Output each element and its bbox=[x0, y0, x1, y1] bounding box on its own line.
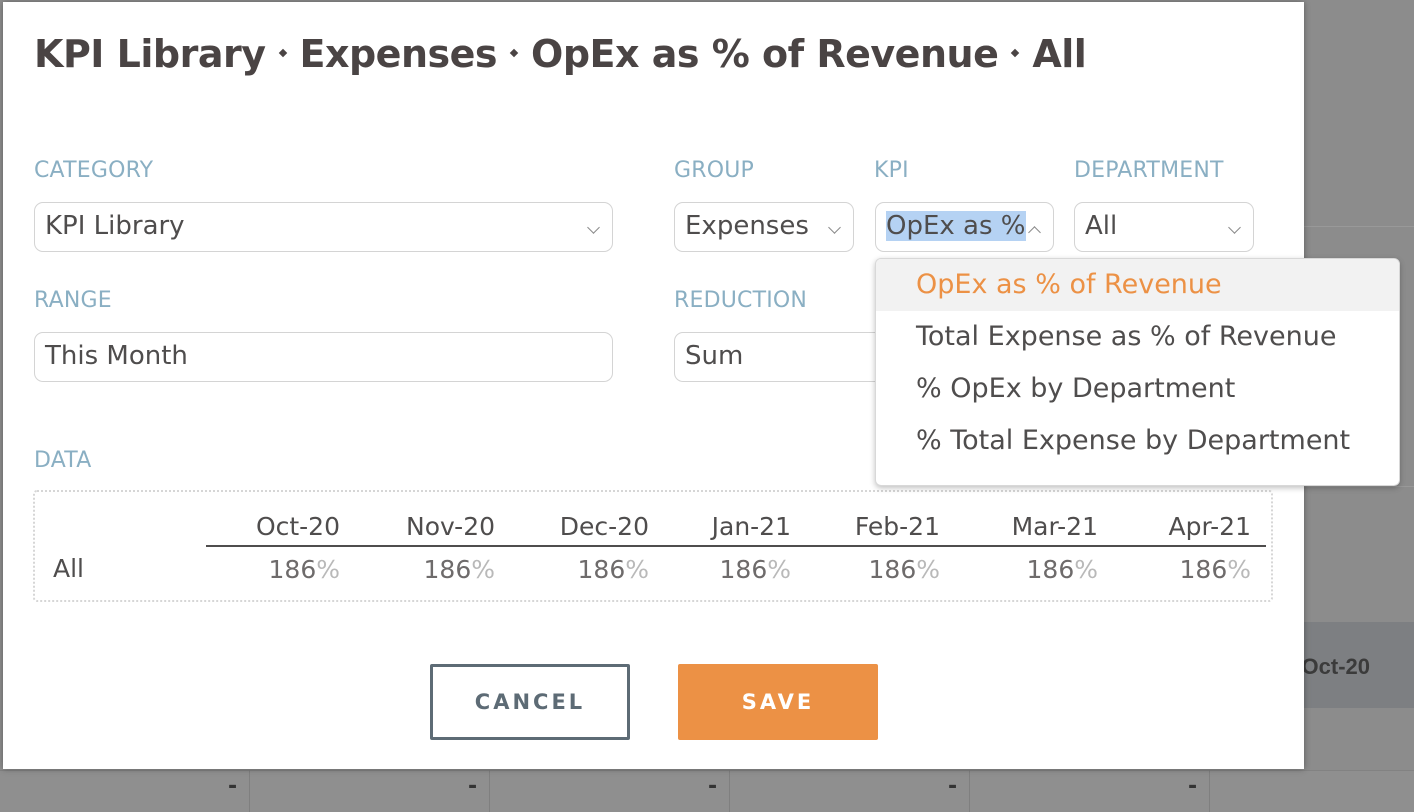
kpi-option-total-expense-revenue[interactable]: Total Expense as % of Revenue bbox=[916, 321, 1337, 352]
kpi-option-opex-revenue[interactable]: OpEx as % of Revenue bbox=[876, 259, 1399, 311]
column-header: Feb-21 bbox=[854, 512, 940, 541]
column-header: Nov-20 bbox=[406, 512, 495, 541]
chevron-down-icon bbox=[828, 221, 841, 234]
data-preview-box bbox=[33, 490, 1273, 602]
breadcrumb-separator-icon bbox=[278, 48, 287, 57]
column-header: Jan-21 bbox=[711, 512, 791, 541]
table-cell: 186% bbox=[868, 555, 940, 584]
reduction-select-value: Sum bbox=[685, 341, 744, 371]
table-cell: 186% bbox=[719, 555, 791, 584]
category-select-value: KPI Library bbox=[45, 211, 185, 241]
department-label: DEPARTMENT bbox=[1074, 158, 1224, 183]
table-cell: 186% bbox=[577, 555, 649, 584]
kpi-select-value: OpEx as % bbox=[886, 211, 1026, 241]
chevron-up-icon bbox=[1028, 226, 1041, 239]
category-label: CATEGORY bbox=[34, 158, 154, 183]
range-input[interactable]: This Month bbox=[34, 332, 613, 382]
table-cell: 186% bbox=[1179, 555, 1251, 584]
background-cell bbox=[490, 770, 730, 812]
row-label: All bbox=[53, 554, 84, 583]
breadcrumb-title: KPI Library Expenses OpEx as % of Revenue A… bbox=[34, 32, 1087, 76]
group-label: GROUP bbox=[674, 158, 755, 183]
kpi-option-opex-by-department[interactable]: % OpEx by Department bbox=[916, 373, 1236, 404]
background-table-header bbox=[1304, 622, 1414, 708]
background-dash: - bbox=[1188, 774, 1198, 799]
background-dash: - bbox=[948, 774, 958, 799]
background-cell bbox=[970, 770, 1210, 812]
chevron-down-icon bbox=[587, 221, 600, 234]
cancel-button[interactable]: CANCEL bbox=[430, 664, 630, 740]
range-label: RANGE bbox=[34, 288, 112, 313]
chevron-down-icon bbox=[1228, 221, 1241, 234]
data-label: DATA bbox=[34, 448, 92, 473]
group-select[interactable]: Expenses bbox=[674, 202, 854, 252]
background-cell bbox=[730, 770, 970, 812]
department-select[interactable]: All bbox=[1074, 202, 1254, 252]
range-input-value: This Month bbox=[45, 341, 188, 371]
background-dash: - bbox=[468, 774, 478, 799]
breadcrumb-separator-icon bbox=[1011, 48, 1020, 57]
breadcrumb-category: KPI Library bbox=[34, 32, 266, 76]
table-cell: 186% bbox=[423, 555, 495, 584]
background-divider bbox=[1304, 226, 1414, 227]
background-cell bbox=[10, 770, 250, 812]
background-header-cell: Oct-20 bbox=[1301, 654, 1370, 679]
background-table-row bbox=[0, 770, 1414, 812]
group-select-value: Expenses bbox=[685, 211, 809, 241]
kpi-dropdown-menu: OpEx as % of Revenue Total Expense as % … bbox=[875, 258, 1400, 486]
category-select[interactable]: KPI Library bbox=[34, 202, 613, 252]
department-select-value: All bbox=[1085, 211, 1118, 241]
breadcrumb-kpi: OpEx as % of Revenue bbox=[531, 32, 999, 76]
table-cell: 186% bbox=[1026, 555, 1098, 584]
background-dash: - bbox=[708, 774, 718, 799]
save-button[interactable]: SAVE bbox=[678, 664, 878, 740]
column-header: Apr-21 bbox=[1168, 512, 1251, 541]
background-divider bbox=[1304, 486, 1414, 487]
background-dash: - bbox=[228, 774, 238, 799]
kpi-option-total-expense-by-department[interactable]: % Total Expense by Department bbox=[916, 425, 1351, 456]
breadcrumb-group: Expenses bbox=[299, 32, 498, 76]
kpi-label: KPI bbox=[874, 158, 909, 183]
table-cell: 186% bbox=[268, 555, 340, 584]
column-header: Oct-20 bbox=[255, 512, 340, 541]
kpi-select[interactable]: OpEx as % bbox=[875, 202, 1054, 252]
breadcrumb-department: All bbox=[1032, 32, 1087, 76]
background-cell bbox=[250, 770, 490, 812]
column-header: Mar-21 bbox=[1011, 512, 1098, 541]
reduction-label: REDUCTION bbox=[674, 288, 808, 313]
table-header-rule bbox=[206, 545, 1266, 547]
column-header: Dec-20 bbox=[559, 512, 649, 541]
breadcrumb-separator-icon bbox=[509, 48, 519, 57]
